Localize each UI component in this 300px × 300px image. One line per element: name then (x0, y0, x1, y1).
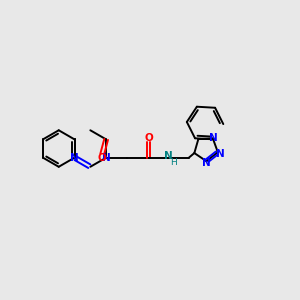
Text: H: H (170, 158, 177, 167)
Text: N: N (164, 152, 173, 161)
Text: N: N (70, 153, 79, 163)
Text: N: N (216, 149, 225, 159)
Text: N: N (102, 153, 110, 163)
Text: N: N (209, 134, 218, 143)
Text: N: N (202, 158, 211, 168)
Text: O: O (98, 153, 106, 163)
Text: O: O (144, 133, 153, 143)
